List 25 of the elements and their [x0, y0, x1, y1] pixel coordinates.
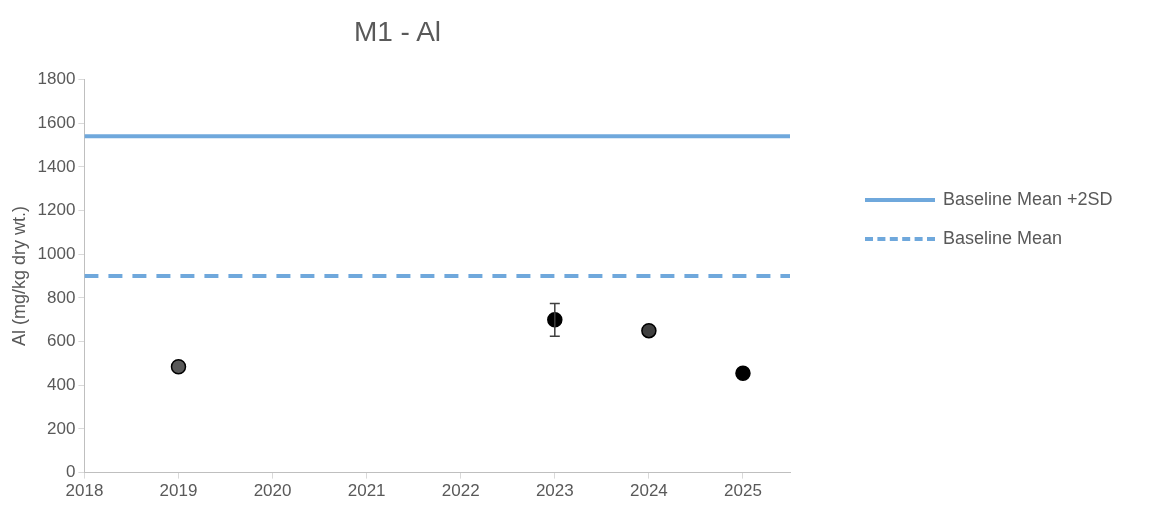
x-tick-label: 2021 [347, 481, 386, 501]
y-tick-label: 800 [47, 287, 76, 307]
x-tick-label: 2022 [441, 481, 480, 501]
y-tick-label: 1800 [37, 69, 76, 89]
y-tick-label: 1000 [37, 243, 76, 263]
chart-title: M1 - Al [353, 15, 442, 47]
y-axis-title: Al (mg/kg dry wt.) [8, 206, 29, 347]
point [735, 365, 751, 382]
y-tick-label: 1400 [37, 156, 76, 176]
point [170, 358, 187, 375]
point [641, 322, 657, 339]
y-tick-label: 1600 [37, 112, 76, 132]
y-tick-label: 1200 [37, 200, 76, 220]
legend-label: Baseline Mean +2SD [943, 189, 1113, 210]
x-tick-label: 2025 [724, 481, 762, 501]
x-tick-label: 2019 [159, 481, 198, 501]
y-tick-label: 400 [47, 374, 76, 394]
x-tick-label: 2023 [535, 481, 574, 501]
y-tick-label: 600 [47, 331, 76, 351]
x-tick-label: 2020 [253, 481, 292, 501]
x-tick-label: 2018 [65, 481, 104, 501]
legend-label: Baseline Mean [943, 228, 1063, 249]
x-tick-label: 2024 [629, 481, 668, 501]
y-tick-label: 200 [47, 418, 76, 438]
y-tick-label: 0 [65, 462, 76, 482]
